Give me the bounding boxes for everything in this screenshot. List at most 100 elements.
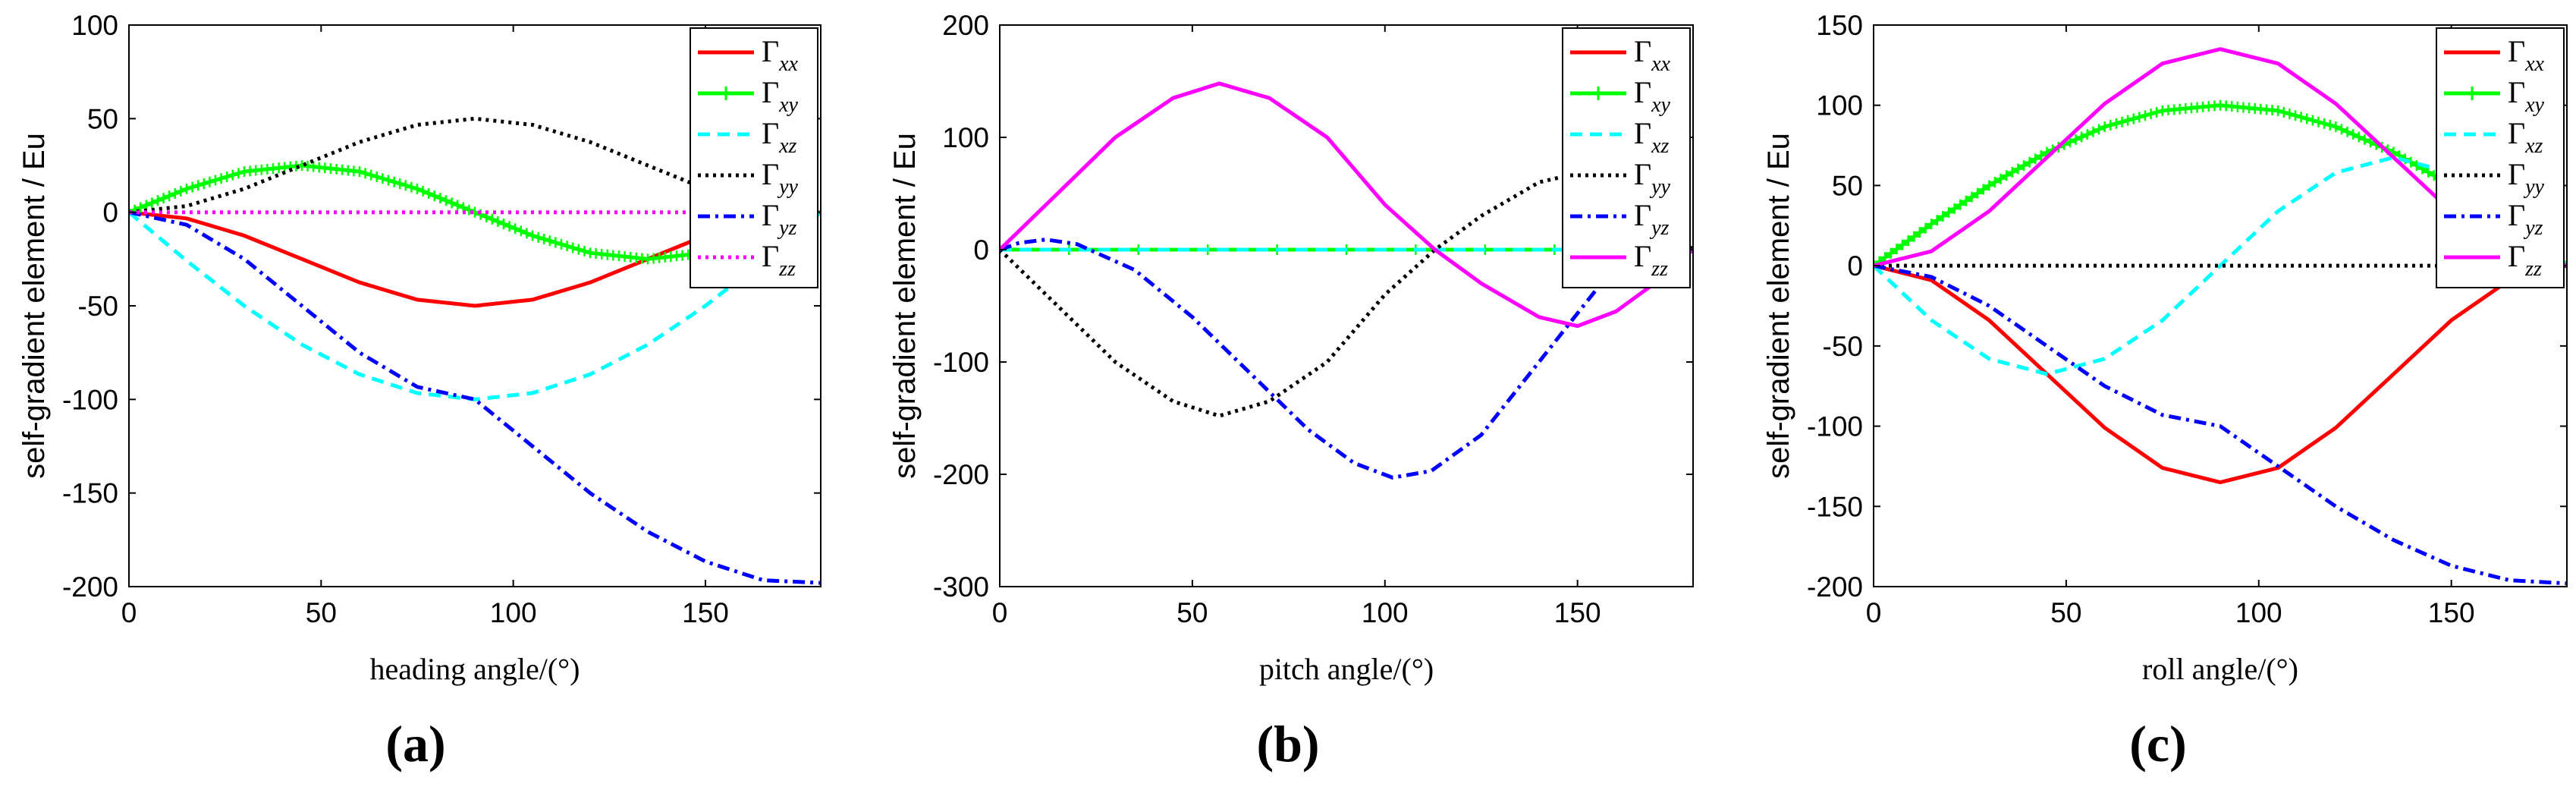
legend-box bbox=[690, 27, 818, 288]
series-marker-xy bbox=[2081, 129, 2093, 140]
series-marker-xy bbox=[486, 213, 498, 225]
series-marker-xy bbox=[371, 171, 382, 182]
y-tick-label: -100 bbox=[62, 384, 118, 415]
series-marker-xy bbox=[227, 169, 238, 181]
series-marker-xy bbox=[2018, 160, 2030, 172]
x-tick-label: 150 bbox=[682, 597, 729, 628]
series-marker-xy bbox=[417, 185, 429, 197]
series-marker-xy bbox=[532, 231, 544, 243]
series-marker-xy bbox=[550, 237, 561, 248]
series-marker-xy bbox=[1972, 187, 1984, 199]
series-marker-xy bbox=[135, 202, 146, 213]
series-marker-xy bbox=[2110, 118, 2122, 129]
series-marker-xy bbox=[394, 178, 406, 190]
series-marker-xy bbox=[2342, 126, 2353, 137]
y-axis-label: self-gradient element / Eu bbox=[1762, 133, 1795, 479]
series-marker-xy bbox=[2307, 115, 2318, 126]
series-line-xz bbox=[1874, 155, 2567, 376]
y-axis-label: self-gradient element / Eu bbox=[17, 133, 51, 479]
series-marker-xy bbox=[2030, 153, 2041, 165]
panel-label: (b) bbox=[1256, 715, 1319, 773]
series-marker-xy bbox=[1897, 239, 1908, 250]
series-marker-xy bbox=[2290, 110, 2301, 121]
series-marker-xy bbox=[2012, 163, 2024, 175]
y-tick-label: -200 bbox=[62, 571, 118, 603]
series-marker-xy bbox=[360, 168, 371, 179]
series-marker-xy bbox=[146, 197, 158, 209]
x-axis-label: roll angle/(°) bbox=[2142, 652, 2298, 686]
series-marker-xy bbox=[556, 238, 567, 250]
series-marker-xy bbox=[2301, 113, 2313, 124]
series-marker-xy bbox=[2064, 137, 2075, 148]
series-marker-xy bbox=[561, 241, 573, 252]
panel-label: (c) bbox=[2129, 715, 2186, 773]
y-tick-label: -100 bbox=[1807, 411, 1863, 442]
y-tick-label: 150 bbox=[1816, 10, 1863, 41]
series-marker-xy bbox=[354, 166, 365, 178]
series-marker-xy bbox=[2348, 129, 2359, 140]
series-marker-xy bbox=[1920, 222, 1931, 234]
series-marker-xy bbox=[510, 223, 521, 234]
series-marker-xy bbox=[2273, 105, 2284, 116]
series-line-xx bbox=[1874, 263, 2567, 485]
legend-box bbox=[2436, 27, 2565, 288]
series-marker-xy bbox=[1984, 180, 1995, 191]
series-marker-xy bbox=[1966, 191, 1978, 203]
series-marker-xy bbox=[435, 193, 446, 204]
series-marker-xy bbox=[158, 193, 169, 204]
series-marker-xy bbox=[383, 175, 394, 186]
series-marker-xy bbox=[164, 190, 175, 202]
y-tick-label: -100 bbox=[933, 347, 989, 378]
x-axis-label: pitch angle/(°) bbox=[1259, 652, 1434, 686]
y-tick-label: 100 bbox=[1816, 90, 1863, 121]
y-tick-label: 50 bbox=[87, 103, 118, 134]
series-marker-xy bbox=[2295, 112, 2307, 123]
y-tick-label: 0 bbox=[1847, 250, 1863, 282]
series-marker-xy bbox=[388, 176, 400, 187]
x-tick-label: 150 bbox=[1554, 597, 1601, 628]
y-tick-label: -50 bbox=[1823, 331, 1863, 362]
series-marker-xy bbox=[2001, 170, 2012, 181]
series-marker-xy bbox=[1885, 247, 1896, 259]
series-marker-xy bbox=[406, 181, 417, 193]
series-marker-xy bbox=[573, 244, 584, 255]
y-tick-label: -50 bbox=[78, 291, 118, 322]
series-marker-xy bbox=[204, 176, 215, 187]
series-marker-xy bbox=[2324, 119, 2336, 131]
legend-marker bbox=[719, 87, 733, 100]
series-marker-xy bbox=[2006, 166, 2018, 178]
series-marker-xy bbox=[2313, 116, 2324, 127]
panel-a: 0 50 100 150 100 50 0 -50 -100 -150 -200 heading an… bbox=[17, 10, 821, 773]
series-marker-xy bbox=[210, 175, 221, 186]
y-tick-label: 50 bbox=[1832, 170, 1863, 201]
y-tick-label: -200 bbox=[1807, 571, 1863, 603]
series-marker-xy bbox=[2024, 156, 2035, 168]
series-marker-xy bbox=[498, 219, 509, 230]
series-marker-xy bbox=[377, 173, 388, 184]
series-marker-xy bbox=[2278, 107, 2289, 118]
series-marker-xy bbox=[215, 173, 227, 184]
series-marker-xy bbox=[2336, 124, 2347, 135]
series-marker-xy bbox=[2094, 124, 2105, 135]
series-marker-xy bbox=[2145, 109, 2157, 120]
series-marker-xy bbox=[452, 200, 463, 211]
y-axis-label: self-gradient element / Eu bbox=[888, 133, 922, 479]
axes-box bbox=[1873, 24, 2568, 587]
series-marker-xy bbox=[1931, 215, 1943, 226]
series-marker-xy bbox=[2076, 131, 2088, 143]
legend-marker bbox=[1591, 87, 1605, 100]
y-tick-label: -300 bbox=[933, 571, 989, 603]
series-marker-xy bbox=[429, 190, 440, 202]
series-marker-xy bbox=[446, 197, 457, 209]
panel-label: (a) bbox=[385, 715, 445, 773]
y-tick-label: 0 bbox=[102, 197, 118, 228]
y-tick-label: -150 bbox=[62, 478, 118, 509]
y-tick-label: -150 bbox=[1807, 491, 1863, 522]
x-tick-label: 150 bbox=[2428, 597, 2475, 628]
series-marker-xy bbox=[539, 234, 550, 245]
series-marker-xy bbox=[544, 235, 555, 247]
series-marker-xy bbox=[2330, 121, 2342, 133]
legend-marker bbox=[2465, 87, 2479, 100]
series-marker-xy bbox=[152, 195, 163, 206]
